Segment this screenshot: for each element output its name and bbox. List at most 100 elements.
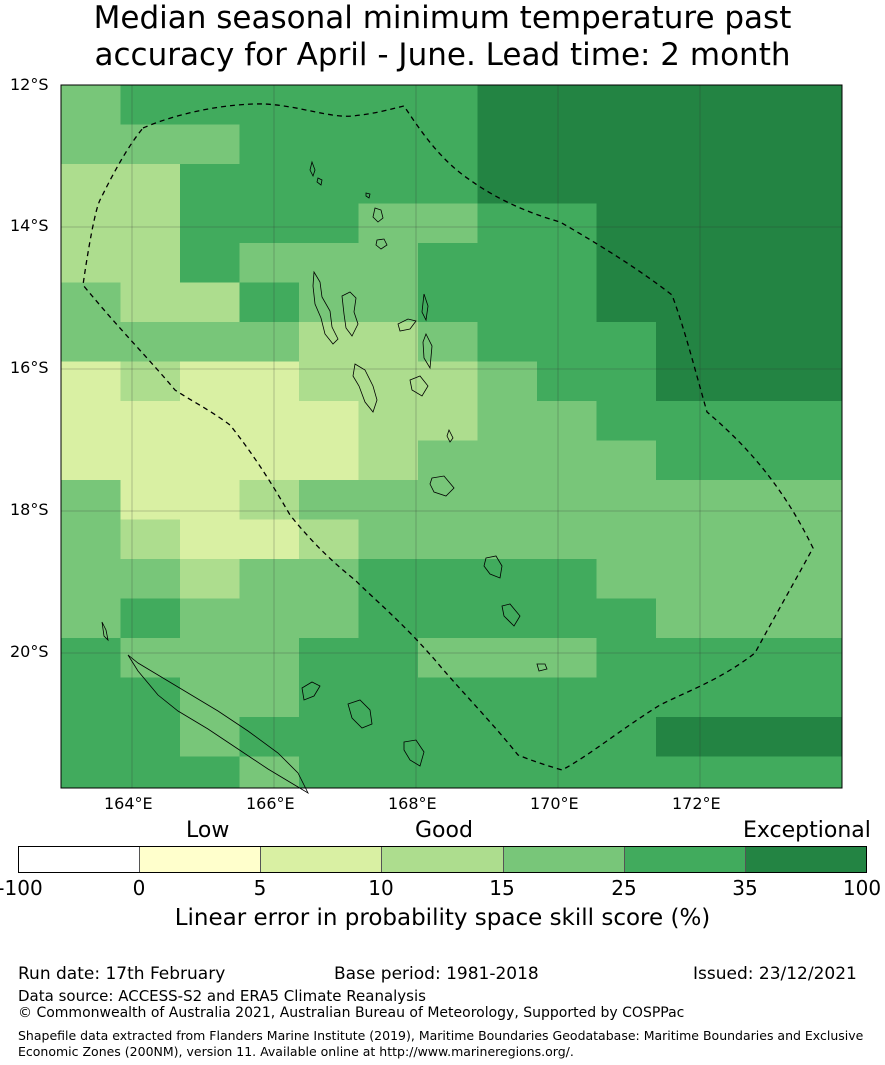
skill-cell: [596, 598, 657, 639]
skill-cell: [358, 164, 419, 204]
skill-cell: [656, 322, 843, 362]
skill-cell: [596, 519, 657, 560]
skill-cell: [239, 519, 300, 560]
skill-cell: [358, 203, 419, 244]
island-outline: [347, 699, 373, 729]
skill-cell: [358, 756, 419, 789]
skill-cell: [477, 361, 538, 402]
skill-cell: [299, 322, 359, 362]
legend-low: Low: [186, 818, 230, 843]
island-outline: [536, 663, 548, 672]
skill-cell: [299, 717, 359, 757]
skill-cell: [477, 322, 538, 362]
colorbar-tick: 5: [253, 876, 267, 900]
shapefile-credit-1: Shapefile data extracted from Flanders M…: [18, 1028, 864, 1043]
skill-cell: [477, 164, 538, 204]
skill-cell: [180, 282, 240, 323]
map-title: Median seasonal minimum temperature past…: [0, 0, 885, 74]
skill-cell: [656, 638, 843, 678]
skill-map: [60, 84, 843, 795]
skill-cell: [418, 519, 478, 560]
skill-cell: [358, 124, 419, 165]
island-outline: [483, 555, 503, 579]
skill-cell: [418, 559, 478, 599]
skill-cell: [239, 559, 300, 599]
island-outline: [422, 333, 433, 370]
skill-cell: [418, 282, 478, 323]
skill-cell: [299, 401, 359, 441]
skill-cell: [418, 243, 478, 283]
skill-cell: [358, 361, 419, 402]
colorbar-tick: 15: [489, 876, 515, 900]
skill-cell: [537, 124, 597, 165]
skill-cell: [477, 598, 538, 639]
skill-cell: [120, 164, 181, 204]
colorbar-segment: [382, 847, 504, 872]
skill-cell: [120, 401, 181, 441]
skill-cell: [656, 598, 843, 639]
skill-cell: [180, 164, 240, 204]
skill-cell: [477, 677, 538, 718]
island-outline: [501, 603, 521, 627]
skill-cell: [120, 559, 181, 599]
skill-cell: [477, 717, 538, 757]
lat-label-18s: 18°S: [10, 500, 49, 519]
skill-cell: [61, 322, 121, 362]
skill-cell: [596, 756, 657, 789]
skill-cell: [239, 480, 300, 520]
skill-cell: [239, 677, 300, 718]
skill-cell: [418, 164, 478, 204]
skill-cell: [596, 282, 657, 323]
skill-cell: [477, 519, 538, 560]
skill-cell: [537, 85, 597, 125]
skill-cell: [120, 717, 181, 757]
colorbar-segment: [140, 847, 262, 872]
island-outline: [409, 375, 429, 397]
data-source: Data source: ACCESS-S2 and ERA5 Climate …: [18, 987, 426, 1005]
lon-label-168e: 168°E: [388, 794, 437, 813]
colorbar-tick: 0: [132, 876, 146, 900]
coastlines: [101, 160, 548, 795]
skill-cell: [61, 638, 121, 678]
skill-cell: [477, 559, 538, 599]
skill-cell: [656, 361, 843, 402]
skill-cell: [180, 124, 240, 165]
skill-cell: [596, 203, 657, 244]
colorbar-tick: -100: [0, 876, 43, 900]
legend-exceptional: Exceptional: [743, 818, 871, 843]
colorbar-segment: [624, 847, 746, 872]
skill-cell: [299, 519, 359, 560]
skill-cell: [656, 756, 843, 789]
skill-cell: [537, 519, 597, 560]
island-outline: [301, 681, 321, 701]
skill-cell: [239, 717, 300, 757]
issued-date: Issued: 23/12/2021: [693, 964, 857, 984]
skill-cell: [239, 361, 300, 402]
skill-cell: [239, 164, 300, 204]
skill-cell: [61, 756, 121, 789]
lat-label-14s: 14°S: [10, 216, 49, 235]
skill-cell: [239, 440, 300, 481]
skill-cell: [656, 717, 843, 757]
skill-cell: [239, 322, 300, 362]
skill-cell: [61, 519, 121, 560]
skill-cell: [656, 243, 843, 283]
skill-cell: [358, 401, 419, 441]
shapefile-credit-2: Economic Zones (200NM), version 11. Avai…: [18, 1044, 574, 1059]
eez-boundary: [82, 103, 814, 771]
skill-cell: [180, 243, 240, 283]
skill-cell: [61, 401, 121, 441]
skill-cell: [61, 282, 121, 323]
skill-cell: [596, 124, 657, 165]
skill-cell: [596, 401, 657, 441]
skill-cell: [358, 638, 419, 678]
skill-cell: [120, 677, 181, 718]
skill-cell: [61, 480, 121, 520]
skill-cell: [418, 361, 478, 402]
lon-label-166e: 166°E: [246, 794, 295, 813]
skill-cell: [358, 717, 419, 757]
skill-cell: [596, 440, 657, 481]
skill-cell: [477, 638, 538, 678]
skill-cell: [120, 361, 181, 402]
skill-cell: [180, 203, 240, 244]
